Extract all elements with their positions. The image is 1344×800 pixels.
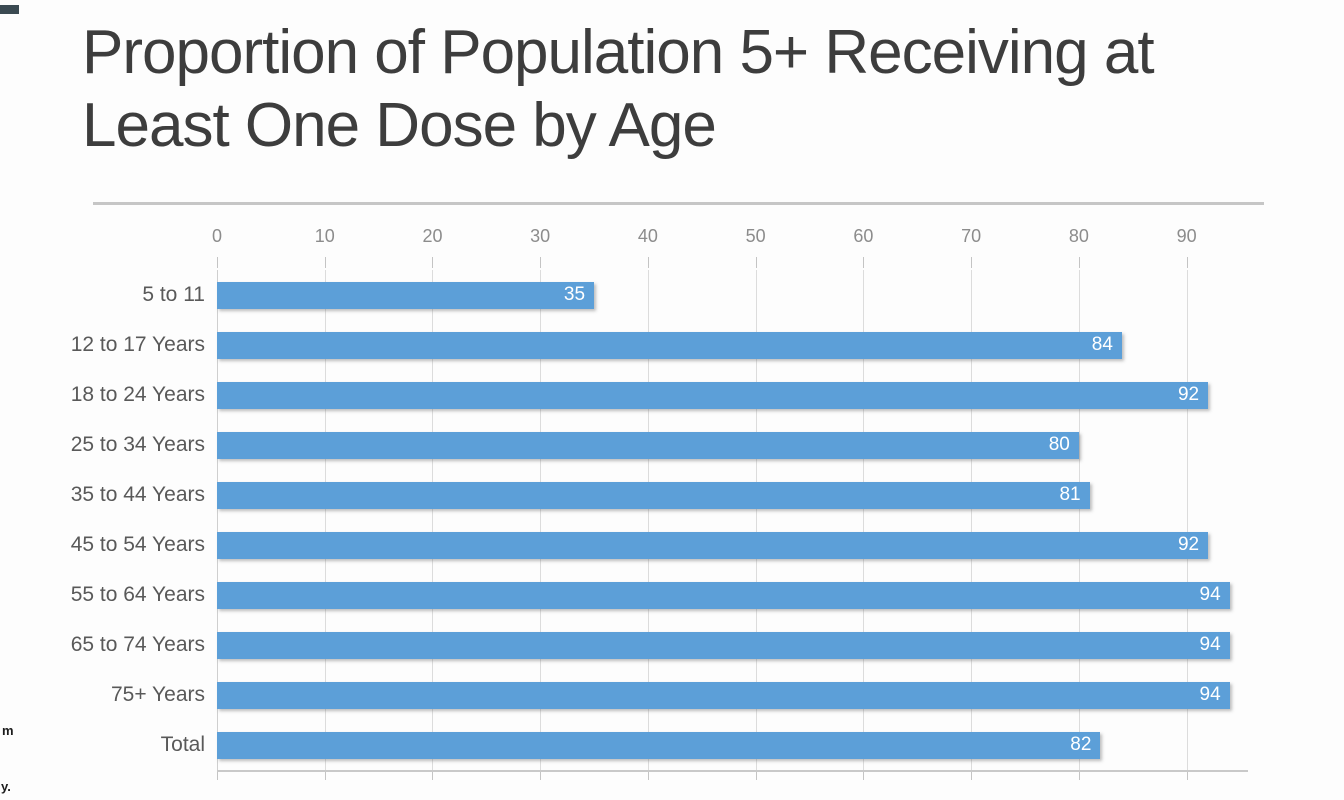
x-tick-mark-bottom-10	[324, 772, 326, 780]
cropped-text-fragment-top: m	[2, 723, 14, 738]
title-underline	[93, 202, 1264, 205]
x-tick-label-90: 90	[1176, 226, 1197, 246]
gridline-80	[1078, 270, 1080, 770]
x-tick-label-50: 50	[745, 226, 766, 246]
x-tick-mark-top-30	[540, 257, 542, 268]
x-tick-mark-bottom-70	[971, 772, 973, 780]
x-tick-label-30: 30	[530, 226, 551, 246]
x-tick-mark-bottom-50	[755, 772, 757, 780]
bar: 94	[217, 681, 1230, 709]
bar: 80	[217, 431, 1079, 459]
x-tick-mark-bottom-60	[863, 772, 865, 780]
bar-value-label: 81	[1059, 484, 1081, 505]
x-tick-mark-top-70	[971, 257, 973, 268]
bar-value-label: 92	[1177, 534, 1200, 555]
gridline-30	[540, 270, 542, 770]
bar: 82	[217, 731, 1101, 759]
x-tick-mark-top-10	[324, 257, 326, 268]
x-tick-mark-bottom-20	[432, 772, 434, 780]
x-tick-label-40: 40	[637, 226, 658, 246]
bar-value-label: 84	[1091, 334, 1113, 355]
category-label: 75+ Years	[110, 683, 205, 706]
x-tick-mark-top-80	[1078, 257, 1080, 268]
x-tick-label-10: 10	[314, 226, 335, 246]
bar-value-label: 35	[563, 284, 586, 305]
x-tick-mark-top-40	[647, 257, 649, 268]
category-label: 45 to 54 Years	[70, 533, 205, 556]
gridline-90	[1186, 270, 1188, 770]
gridline-20	[432, 270, 434, 770]
plot-area: 35 84 92 80 81 92 94 94 94 82	[217, 270, 1248, 770]
bar: 81	[217, 481, 1090, 509]
x-tick-mark-bottom-0	[217, 772, 218, 780]
gridline-0	[217, 270, 218, 770]
gridline-70	[971, 270, 973, 770]
bar-value-label: 92	[1177, 384, 1200, 405]
category-label: 55 to 64 Years	[70, 583, 205, 606]
chart-title-line-2: Least One Dose by Age	[82, 91, 717, 161]
bar-value-label: 94	[1199, 684, 1221, 705]
category-label: Total	[160, 733, 205, 756]
bar: 94	[217, 581, 1230, 609]
bar-value-label: 94	[1199, 584, 1221, 605]
bar-value-label: 94	[1199, 634, 1221, 655]
x-tick-mark-bottom-80	[1078, 772, 1080, 780]
x-tick-mark-top-0	[217, 257, 218, 268]
x-tick-label-60: 60	[853, 226, 874, 246]
x-tick-label-80: 80	[1068, 226, 1089, 246]
gridline-50	[755, 270, 757, 770]
top-left-crop-artifact	[0, 5, 19, 14]
gridline-60	[863, 270, 865, 770]
x-tick-mark-bottom-30	[540, 772, 542, 780]
bar: 94	[217, 631, 1230, 659]
gridline-10	[324, 270, 326, 770]
bar: 84	[217, 331, 1122, 359]
x-tick-mark-top-20	[432, 257, 434, 268]
bar-value-label: 82	[1070, 734, 1092, 755]
x-axis-line	[217, 770, 1248, 772]
x-tick-label-70: 70	[961, 226, 982, 246]
category-label: 35 to 44 Years	[70, 483, 205, 506]
category-label: 25 to 34 Years	[70, 433, 205, 456]
chart-title: Proportion of Population 5+ Receiving at…	[82, 16, 1332, 162]
bar-value-label: 80	[1048, 434, 1070, 455]
gridline-40	[647, 270, 649, 770]
cropped-text-fragment-bottom: y.	[1, 779, 11, 794]
chart-title-line-1: Proportion of Population 5+ Receiving at	[82, 18, 1155, 87]
bar: 35	[217, 281, 595, 309]
x-tick-mark-top-90	[1186, 257, 1188, 268]
category-label: 65 to 74 Years	[70, 633, 205, 656]
x-tick-label-20: 20	[422, 226, 443, 246]
x-tick-mark-bottom-40	[647, 772, 649, 780]
x-tick-mark-bottom-90	[1186, 772, 1188, 780]
x-tick-mark-top-50	[755, 257, 757, 268]
category-label: 12 to 17 Years	[70, 333, 205, 356]
x-tick-label-0: 0	[211, 226, 222, 246]
category-label: 18 to 24 Years	[70, 383, 205, 406]
category-label: 5 to 11	[142, 283, 205, 306]
x-tick-mark-top-60	[863, 257, 865, 268]
bar: 92	[217, 531, 1209, 559]
bar: 92	[217, 381, 1209, 409]
